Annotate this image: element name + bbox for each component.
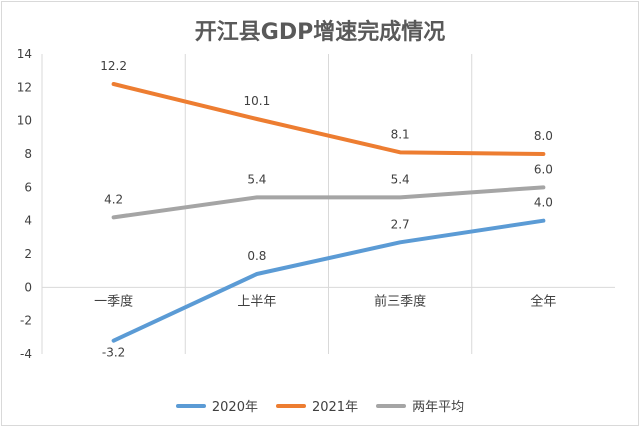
legend-swatch-average	[376, 403, 407, 408]
category-label: 全年	[530, 293, 556, 309]
legend: 2020年 2021年 两年平均	[2, 396, 638, 415]
data-label: 10.1	[244, 94, 271, 108]
data-label: 12.2	[100, 59, 127, 73]
legend-swatch-2021	[275, 403, 306, 408]
data-label: 6.0	[534, 162, 553, 176]
y-tick-label: 8	[24, 147, 32, 161]
legend-label-2020: 2020年	[211, 400, 258, 415]
data-label: -3.2	[102, 346, 125, 360]
chart-title: 开江县GDP增速完成情况	[194, 20, 446, 45]
legend-item-average: 两年平均	[376, 396, 464, 415]
series-line-1	[111, 82, 546, 156]
y-tick-label: 14	[17, 47, 32, 61]
data-label: 4.0	[534, 196, 553, 210]
legend-item-2021: 2021年	[275, 396, 359, 415]
data-label: 8.1	[391, 127, 410, 141]
y-tick-label: 12	[17, 80, 32, 94]
legend-label-average: 两年平均	[412, 400, 465, 415]
y-tick-label: 2	[24, 247, 32, 261]
y-tick-label: -2	[20, 314, 32, 328]
category-label: 一季度	[94, 293, 133, 309]
data-label: 0.8	[247, 249, 266, 263]
series-line-0	[111, 218, 546, 343]
y-tick-label: 6	[24, 180, 32, 194]
category-label: 上半年	[237, 294, 276, 309]
legend-label-2021: 2021年	[311, 400, 359, 415]
data-label: 5.4	[391, 172, 410, 186]
y-tick-label: 4	[24, 214, 32, 228]
y-tick-label: -4	[20, 347, 32, 361]
data-label: 2.7	[391, 217, 410, 231]
y-tick-label: 0	[24, 280, 32, 294]
y-tick-label: 10	[17, 114, 32, 128]
legend-swatch-2020	[175, 403, 206, 408]
category-label: 前三季度	[374, 293, 426, 309]
data-label: 4.2	[104, 192, 123, 206]
data-label: 5.4	[247, 172, 266, 186]
legend-item-2020: 2020年	[175, 396, 258, 415]
line-chart: -4 -2 0 2 4 6 8 10 12 14 一季度 上半年 前三季度 全年 -3.2 0.8 2.7 4.0…	[17, 47, 615, 361]
series-line-2	[111, 185, 546, 220]
data-label: 8.0	[534, 129, 553, 143]
